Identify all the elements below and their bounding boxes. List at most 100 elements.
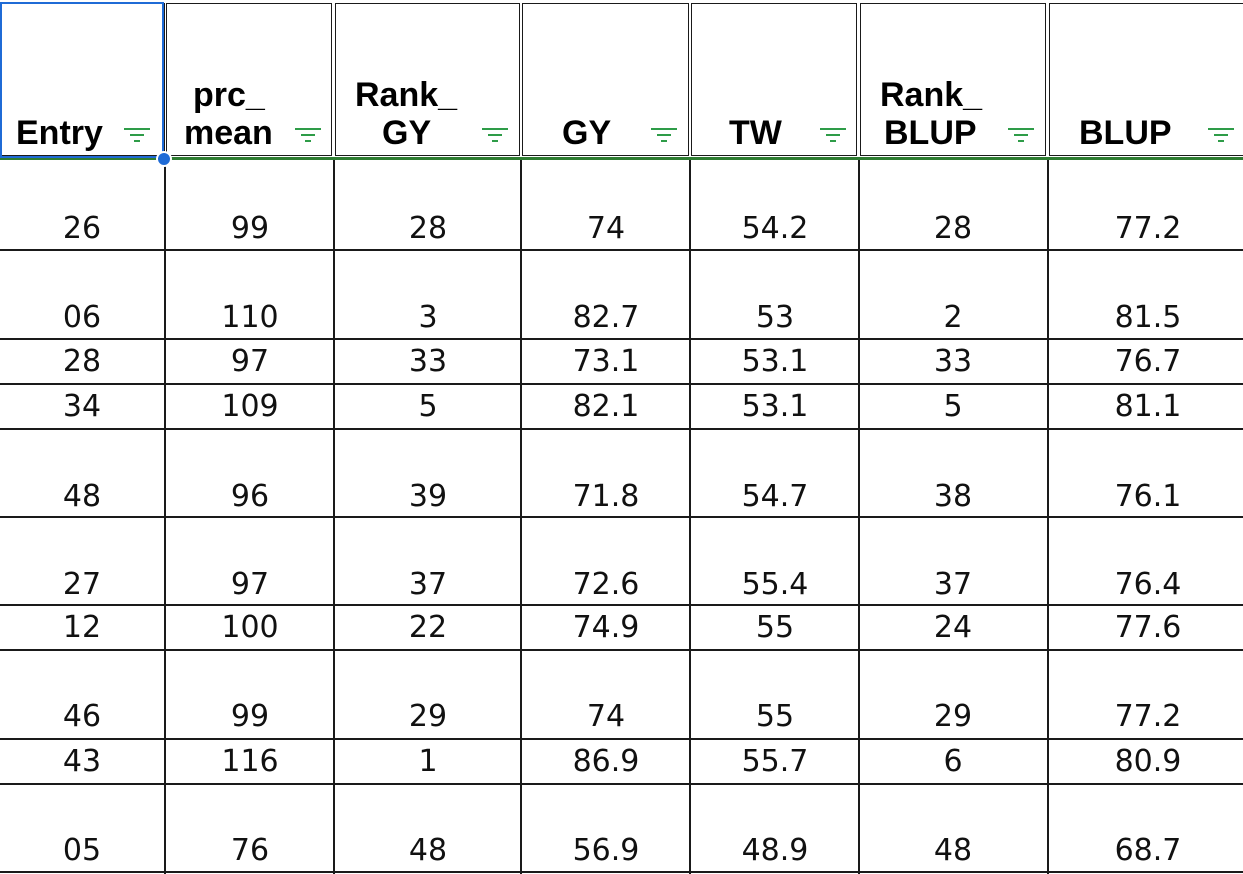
row-divider [0,383,1243,385]
cell-gy[interactable]: 71.8 [572,479,640,514]
cell-rank-blup[interactable]: 33 [933,344,973,379]
cell-blup[interactable]: 76.1 [1114,479,1182,514]
cell-blup[interactable]: 76.4 [1114,567,1182,602]
cell-tw[interactable]: 55.7 [741,744,809,779]
cell-tw[interactable]: 53.1 [741,344,809,379]
cell-rank-gy[interactable]: 1 [418,744,438,779]
cell-entry[interactable]: 43 [62,744,102,779]
cell-rank-blup[interactable]: 6 [943,744,963,779]
row-divider [0,783,1243,785]
cell-gy[interactable]: 74.9 [572,610,640,645]
header-cell-gy[interactable] [522,3,689,156]
header-prc-mean-line1: prc_ [193,76,265,114]
cell-rank-gy[interactable]: 48 [408,833,448,868]
cell-rank-blup[interactable]: 5 [943,389,963,424]
filter-icon[interactable] [651,128,679,142]
cell-entry[interactable]: 48 [62,479,102,514]
filter-icon[interactable] [1208,128,1236,142]
cell-blup[interactable]: 77.6 [1114,610,1182,645]
cell-rank-blup[interactable]: 28 [933,211,973,246]
cell-tw[interactable]: 55 [755,610,795,645]
cell-rank-blup[interactable]: 2 [943,300,963,335]
row-divider [0,516,1243,518]
cell-prc-mean[interactable]: 97 [230,567,270,602]
cell-entry[interactable]: 12 [62,610,102,645]
cell-rank-gy[interactable]: 28 [408,211,448,246]
cell-tw[interactable]: 53.1 [741,389,809,424]
cell-tw[interactable]: 54.7 [741,479,809,514]
row-divider [0,871,1243,873]
fill-handle[interactable] [156,151,172,167]
header-gy: GY [562,114,612,152]
cell-gy[interactable]: 86.9 [572,744,640,779]
cell-blup[interactable]: 77.2 [1114,699,1182,734]
cell-entry[interactable]: 06 [62,300,102,335]
row-divider [0,428,1243,430]
cell-tw[interactable]: 48.9 [741,833,809,868]
filter-icon[interactable] [1008,128,1036,142]
cell-blup[interactable]: 80.9 [1114,744,1182,779]
row-divider [0,338,1243,340]
filter-icon[interactable] [820,128,848,142]
cell-rank-blup[interactable]: 48 [933,833,973,868]
cell-rank-blup[interactable]: 24 [933,610,973,645]
cell-rank-gy[interactable]: 39 [408,479,448,514]
header-cell-blup[interactable] [1049,3,1243,156]
header-rank-gy-line2: GY [382,114,432,152]
cell-entry[interactable]: 46 [62,699,102,734]
cell-rank-gy[interactable]: 29 [408,699,448,734]
cell-tw[interactable]: 55 [755,699,795,734]
cell-rank-gy[interactable]: 33 [408,344,448,379]
cell-blup[interactable]: 77.2 [1114,211,1182,246]
cell-prc-mean[interactable]: 100 [221,610,279,645]
cell-gy[interactable]: 72.6 [572,567,640,602]
header-rank-blup-line2: BLUP [884,114,977,152]
cell-prc-mean[interactable]: 99 [230,211,270,246]
cell-prc-mean[interactable]: 76 [230,833,270,868]
cell-entry[interactable]: 05 [62,833,102,868]
cell-entry[interactable]: 28 [62,344,102,379]
row-divider [0,604,1243,606]
cell-tw[interactable]: 55.4 [741,567,809,602]
filter-icon[interactable] [124,128,152,142]
cell-blup[interactable]: 81.1 [1114,389,1182,424]
cell-entry[interactable]: 26 [62,211,102,246]
cell-gy[interactable]: 82.7 [572,300,640,335]
cell-blup[interactable]: 81.5 [1114,300,1182,335]
cell-tw[interactable]: 54.2 [741,211,809,246]
cell-prc-mean[interactable]: 110 [221,300,279,335]
filter-icon[interactable] [482,128,510,142]
cell-prc-mean[interactable]: 99 [230,699,270,734]
cell-rank-gy[interactable]: 37 [408,567,448,602]
row-divider [0,249,1243,251]
cell-gy[interactable]: 73.1 [572,344,640,379]
cell-entry[interactable]: 27 [62,567,102,602]
cell-entry[interactable]: 34 [62,389,102,424]
header-blup: BLUP [1079,114,1172,152]
header-cell-prc-mean[interactable] [166,3,332,156]
cell-gy[interactable]: 82.1 [572,389,640,424]
cell-rank-blup[interactable]: 38 [933,479,973,514]
cell-rank-gy[interactable]: 5 [418,389,438,424]
header-cell-rank-gy[interactable] [335,3,520,156]
header-divider [0,157,1243,160]
cell-prc-mean[interactable]: 109 [221,389,279,424]
header-cell-rank-blup[interactable] [860,3,1046,156]
cell-prc-mean[interactable]: 116 [221,744,279,779]
cell-rank-blup[interactable]: 29 [933,699,973,734]
header-rank-blup-line1: Rank_ [880,76,983,114]
cell-gy[interactable]: 74 [586,699,626,734]
filter-icon[interactable] [295,128,323,142]
cell-rank-blup[interactable]: 37 [933,567,973,602]
cell-rank-gy[interactable]: 22 [408,610,448,645]
cell-gy[interactable]: 74 [586,211,626,246]
header-cell-tw[interactable] [691,3,857,156]
cell-blup[interactable]: 68.7 [1114,833,1182,868]
cell-blup[interactable]: 76.7 [1114,344,1182,379]
cell-prc-mean[interactable]: 97 [230,344,270,379]
cell-rank-gy[interactable]: 3 [418,300,438,335]
cell-gy[interactable]: 56.9 [572,833,640,868]
cell-prc-mean[interactable]: 96 [230,479,270,514]
cell-tw[interactable]: 53 [755,300,795,335]
